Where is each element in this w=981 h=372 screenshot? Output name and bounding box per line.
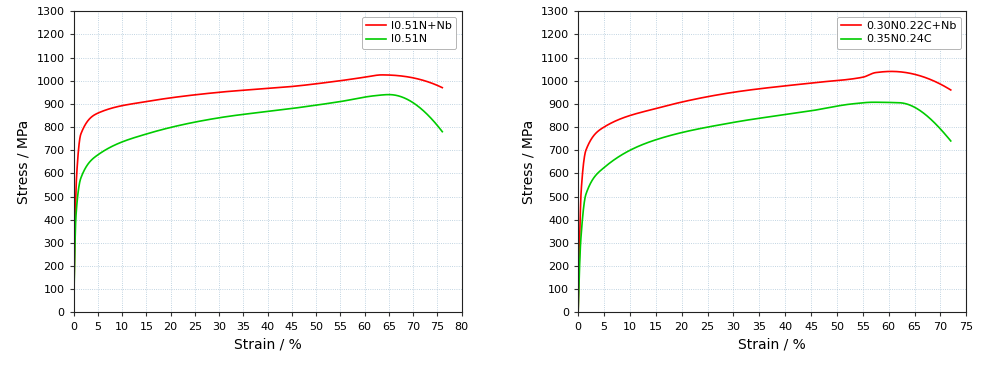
Legend: 0.30N0.22C+Nb, 0.35N0.24C: 0.30N0.22C+Nb, 0.35N0.24C (837, 17, 960, 49)
Line: 0.35N0.24C: 0.35N0.24C (578, 102, 951, 312)
l0.51N+Nb (426, 81, 438, 86)
0.30N0.22C+Nb (865, 71, 877, 76)
0.35N0.24C (867, 100, 879, 105)
l0.51N+Nb (68, 310, 79, 315)
Line: l0.51N: l0.51N (74, 94, 442, 312)
0.35N0.24C (592, 171, 603, 176)
l0.51N (384, 92, 395, 97)
l0.51N+Nb (86, 114, 98, 119)
l0.51N (426, 117, 438, 121)
X-axis label: Strain / %: Strain / % (233, 337, 301, 351)
l0.51N+Nb (358, 75, 370, 80)
0.35N0.24C (572, 310, 584, 315)
Y-axis label: Stress / MPa: Stress / MPa (17, 120, 30, 204)
0.35N0.24C (934, 126, 946, 131)
l0.51N (237, 112, 249, 117)
l0.51N+Nb (247, 87, 259, 92)
0.35N0.24C (865, 100, 877, 105)
0.30N0.22C+Nb (753, 87, 765, 91)
l0.51N+Nb (437, 86, 448, 90)
0.35N0.24C (744, 118, 755, 122)
0.35N0.24C (753, 116, 765, 121)
l0.51N (247, 111, 259, 115)
l0.51N+Nb (237, 88, 249, 93)
Line: 0.30N0.22C+Nb: 0.30N0.22C+Nb (578, 71, 951, 312)
l0.51N (68, 310, 79, 315)
Y-axis label: Stress / MPa: Stress / MPa (522, 120, 536, 204)
l0.51N (426, 117, 438, 121)
Line: l0.51N+Nb: l0.51N+Nb (74, 75, 442, 312)
l0.51N (358, 95, 370, 99)
0.35N0.24C (934, 126, 946, 131)
0.30N0.22C+Nb (744, 88, 755, 92)
0.30N0.22C+Nb (886, 69, 898, 74)
l0.51N (86, 157, 98, 161)
0.30N0.22C+Nb (934, 81, 946, 86)
X-axis label: Strain / %: Strain / % (739, 337, 806, 351)
0.30N0.22C+Nb (572, 310, 584, 315)
Legend: l0.51N+Nb, l0.51N: l0.51N+Nb, l0.51N (362, 17, 456, 49)
l0.51N (437, 129, 448, 134)
0.35N0.24C (945, 139, 956, 143)
0.30N0.22C+Nb (592, 130, 603, 134)
l0.51N+Nb (426, 81, 438, 85)
0.30N0.22C+Nb (945, 88, 956, 92)
l0.51N+Nb (376, 73, 387, 77)
0.30N0.22C+Nb (934, 82, 946, 86)
